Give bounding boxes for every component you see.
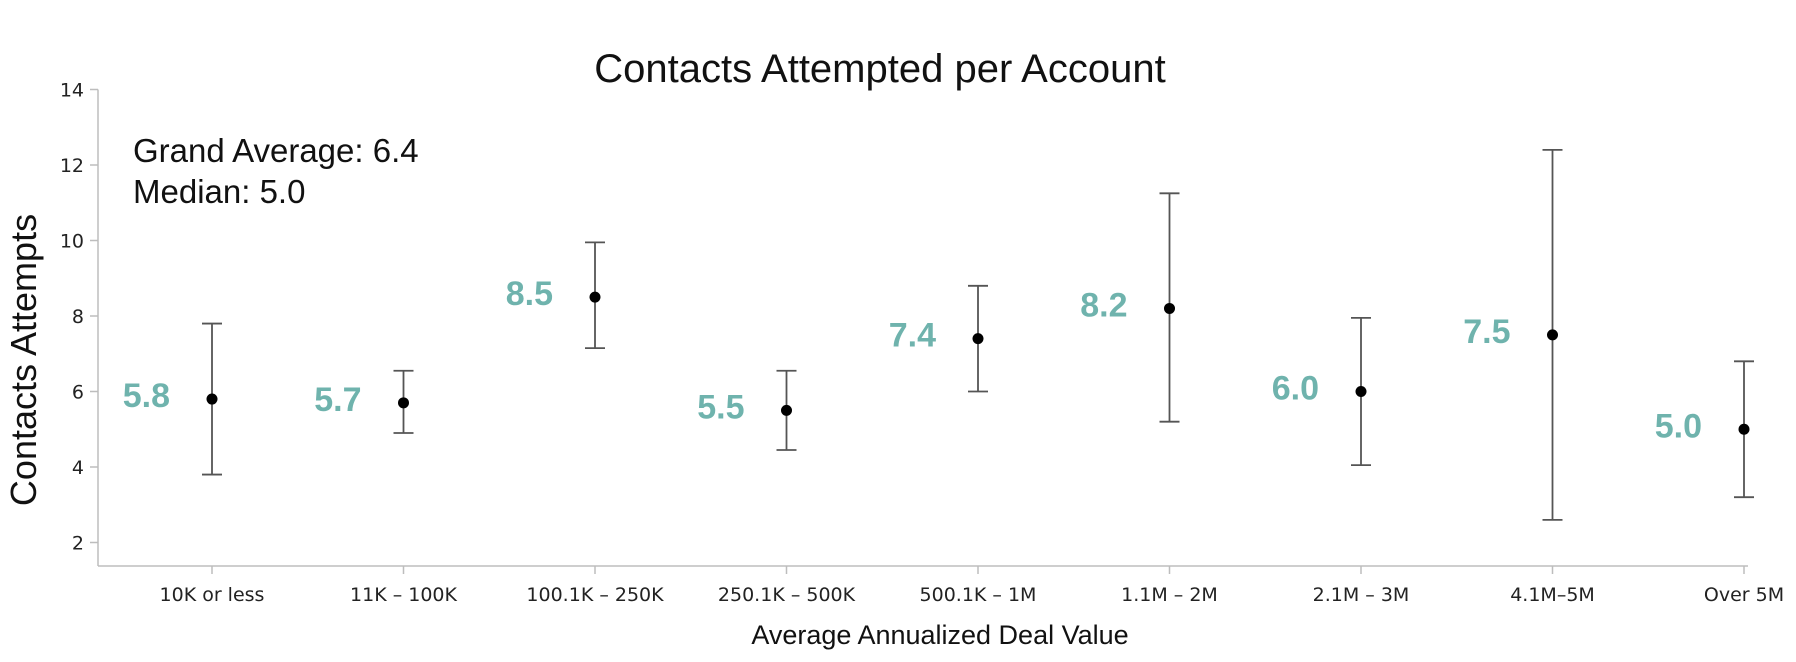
data-point [398,397,409,409]
data-point [1355,386,1367,397]
data-label: 7.4 [889,317,936,355]
x-tick-label: 4.1M–5M [1510,584,1595,606]
x-tick-label: Over 5M [1704,584,1784,606]
data-label: 5.0 [1655,407,1702,445]
data-point [1738,423,1750,435]
median-annotation: Median: 5.0 [133,173,305,210]
x-axis-label: Average Annualized Deal Value [751,620,1128,650]
chart-title: Contacts Attempted per Account [594,47,1165,91]
data-label: 5.8 [123,377,170,415]
data-label: 8.5 [506,275,553,313]
x-tick-label: 100.1K – 250K [526,584,664,606]
x-tick-label: 1.1M – 2M [1121,584,1218,606]
data-point [972,333,984,345]
x-tick-label: 2.1M – 3M [1313,584,1410,606]
data-label: 5.7 [314,381,361,419]
y-tick-label: 12 [60,155,84,177]
grand-average-annotation: Grand Average: 6.4 [133,132,419,169]
y-tick-label: 14 [60,80,84,102]
y-tick-label: 8 [72,306,84,328]
y-tick-label: 10 [60,231,84,253]
x-tick-label: 10K or less [160,584,265,606]
data-point [589,291,601,303]
y-tick-label: 6 [72,382,84,404]
data-point [1164,302,1175,314]
data-label: 8.2 [1080,286,1127,324]
y-tick-label: 4 [72,457,84,479]
data-point [781,404,792,416]
data-point [206,393,218,405]
data-label: 5.5 [697,388,744,426]
x-tick-label: 11K – 100K [350,584,457,606]
y-axis-label: Contacts Attempts [3,214,44,506]
x-tick-label: 500.1K – 1M [920,584,1037,606]
x-tick-label: 250.1K – 500K [718,584,856,606]
data-point [1547,329,1558,341]
data-label: 7.5 [1463,313,1510,351]
data-label: 6.0 [1272,370,1319,408]
data-marks: 5.8 5.7 8.5 5.5 7.4 8.2 6.0 7.5 5.0 [123,148,1754,521]
axes: 2 4 6 8 10 12 14 10K or less 11K – 100K 100.1K – … [60,80,1784,607]
y-tick-label: 2 [72,533,84,555]
